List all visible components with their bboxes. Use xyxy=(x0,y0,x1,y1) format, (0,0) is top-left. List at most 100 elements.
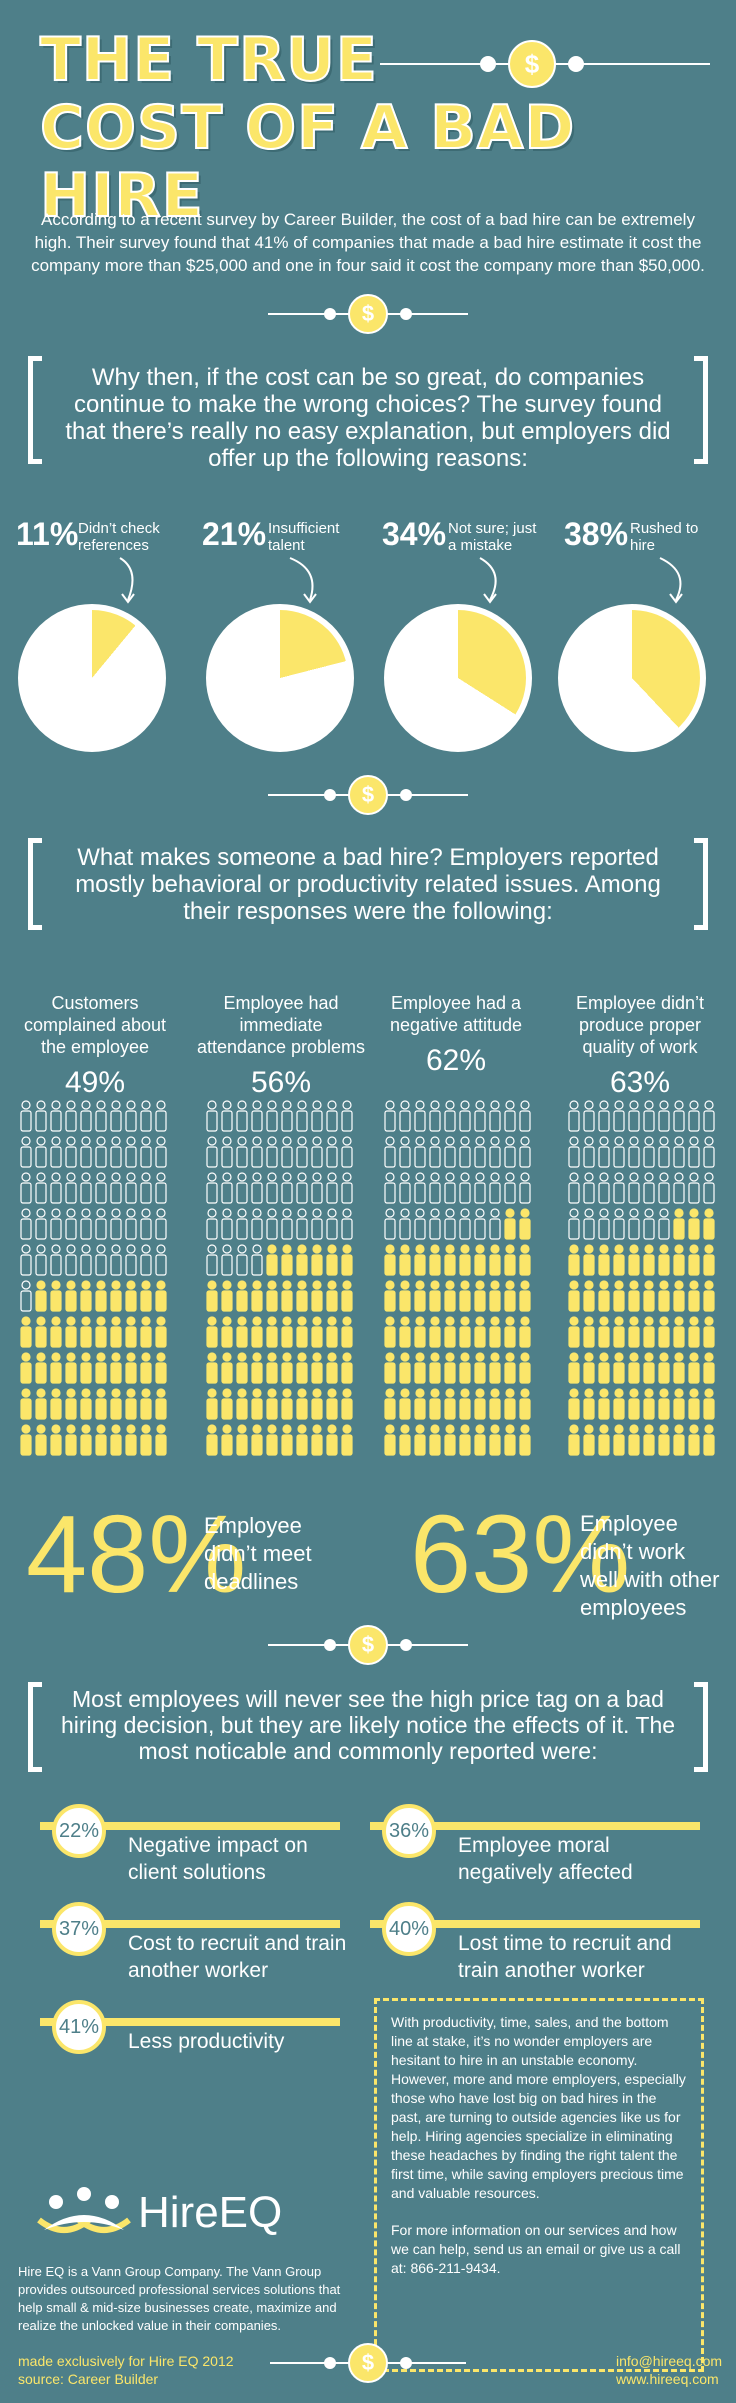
person-icon xyxy=(598,1424,610,1456)
person-icon xyxy=(125,1136,137,1168)
person-icon xyxy=(296,1100,308,1132)
person-icon xyxy=(583,1388,595,1420)
brand-about: Hire EQ is a Vann Group Company. The Van… xyxy=(18,2264,341,2333)
person-icon xyxy=(628,1208,640,1240)
person-icon xyxy=(568,1244,580,1276)
person-icon xyxy=(444,1172,456,1204)
person-icon xyxy=(489,1424,501,1456)
person-icon xyxy=(251,1208,263,1240)
reasons-intro-box: Why then, if the cost can be so great, d… xyxy=(28,356,708,472)
person-icon xyxy=(95,1244,107,1276)
person-icon xyxy=(583,1352,595,1384)
person-icon xyxy=(125,1280,137,1312)
person-icon xyxy=(598,1352,610,1384)
person-icon xyxy=(206,1316,218,1348)
person-icon xyxy=(519,1136,531,1168)
person-icon xyxy=(65,1352,77,1384)
person-icon xyxy=(504,1208,516,1240)
page-title: THE TRUE COST OF A BAD HIRE xyxy=(39,25,576,231)
person-icon xyxy=(155,1100,167,1132)
person-icon xyxy=(266,1424,278,1456)
person-icon xyxy=(613,1244,625,1276)
person-icon xyxy=(65,1280,77,1312)
badhire-intro-text: What makes someone a bad hire? Employers… xyxy=(75,844,661,925)
person-icon xyxy=(110,1352,122,1384)
person-icon xyxy=(673,1172,685,1204)
person-icon xyxy=(628,1424,640,1456)
person-icon xyxy=(155,1136,167,1168)
person-icon xyxy=(568,1280,580,1312)
person-icon xyxy=(140,1316,152,1348)
person-icon xyxy=(703,1424,715,1456)
person-icon xyxy=(80,1316,92,1348)
person-icon xyxy=(459,1136,471,1168)
person-icon xyxy=(688,1172,700,1204)
person-icon xyxy=(221,1280,233,1312)
person-icon xyxy=(140,1172,152,1204)
person-icon xyxy=(459,1172,471,1204)
person-icon xyxy=(50,1388,62,1420)
person-icon xyxy=(251,1172,263,1204)
person-icon xyxy=(504,1136,516,1168)
effects-intro-text: Most employees will never see the high p… xyxy=(60,1686,676,1764)
person-icon xyxy=(326,1208,338,1240)
person-icon xyxy=(326,1352,338,1384)
person-icon xyxy=(80,1424,92,1456)
brand-name: HireEQ xyxy=(138,2188,283,2237)
person-icon xyxy=(50,1352,62,1384)
person-icon xyxy=(688,1388,700,1420)
website-link[interactable]: www.hireeq.com xyxy=(616,2371,719,2387)
person-icon xyxy=(414,1352,426,1384)
person-icon xyxy=(65,1388,77,1420)
person-icon xyxy=(568,1100,580,1132)
person-icon xyxy=(125,1352,137,1384)
person-icon xyxy=(613,1172,625,1204)
behavior-column: Employee didn’t produce proper quality o… xyxy=(552,992,728,1100)
person-icon xyxy=(20,1244,32,1276)
person-icon xyxy=(459,1100,471,1132)
hireeq-logo: HireEQ xyxy=(34,2180,344,2250)
person-icon xyxy=(281,1388,293,1420)
person-icon xyxy=(266,1388,278,1420)
person-icon xyxy=(583,1316,595,1348)
person-icon xyxy=(266,1280,278,1312)
person-icon xyxy=(384,1352,396,1384)
person-icon xyxy=(140,1100,152,1132)
person-icon xyxy=(221,1136,233,1168)
badhire-intro-box: What makes someone a bad hire? Employers… xyxy=(28,838,708,930)
person-icon xyxy=(583,1208,595,1240)
person-icon xyxy=(643,1352,655,1384)
person-icon xyxy=(20,1316,32,1348)
person-icon xyxy=(110,1136,122,1168)
person-icon xyxy=(504,1424,516,1456)
person-icon xyxy=(673,1316,685,1348)
person-icon xyxy=(568,1352,580,1384)
behavior-column: Employee had a negative attitude 62% xyxy=(386,992,526,1078)
person-icon xyxy=(311,1100,323,1132)
person-icon xyxy=(326,1172,338,1204)
person-icon xyxy=(311,1172,323,1204)
effect-label: Less productivity xyxy=(128,2030,285,2053)
person-icon xyxy=(281,1136,293,1168)
person-icon xyxy=(236,1280,248,1312)
person-icon xyxy=(341,1388,353,1420)
person-icon xyxy=(326,1244,338,1276)
person-icon xyxy=(643,1136,655,1168)
person-icon xyxy=(140,1424,152,1456)
person-icon xyxy=(474,1316,486,1348)
person-icon xyxy=(281,1244,293,1276)
person-icon xyxy=(125,1424,137,1456)
person-icon xyxy=(429,1208,441,1240)
person-icon xyxy=(296,1424,308,1456)
person-icon xyxy=(399,1352,411,1384)
person-icon xyxy=(236,1136,248,1168)
reason-label: Rushed to hire xyxy=(630,520,699,554)
effect-pct: 40% xyxy=(382,1902,436,1956)
closing-paragraph: With productivity, time, sales, and the … xyxy=(391,2014,686,2201)
dollar-coin-icon: $ xyxy=(348,294,388,334)
person-icon xyxy=(504,1100,516,1132)
person-icon xyxy=(598,1172,610,1204)
person-icon xyxy=(399,1424,411,1456)
email-link[interactable]: info@hireeq.com xyxy=(616,2353,723,2369)
dollar-coin-icon: $ xyxy=(348,1625,388,1665)
